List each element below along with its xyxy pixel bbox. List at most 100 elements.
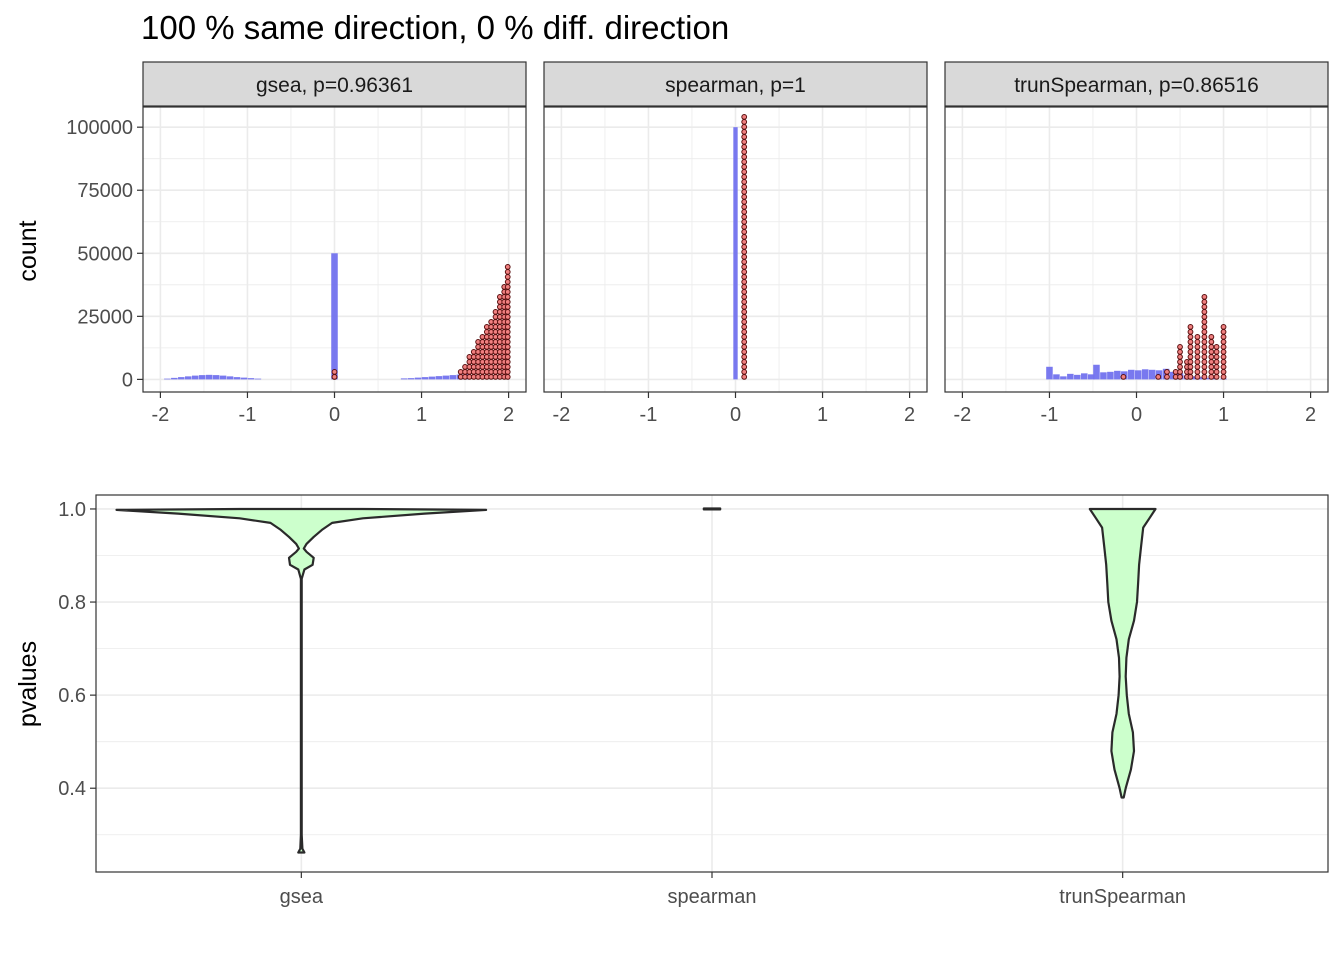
histogram-bar: [212, 375, 220, 380]
y-tick-label: 1.0: [58, 499, 86, 521]
data-point: [741, 258, 748, 265]
data-point: [741, 363, 748, 370]
data-point: [1208, 338, 1215, 345]
data-point: [1213, 368, 1220, 375]
data-point: [504, 278, 511, 285]
data-point: [1187, 338, 1194, 345]
data-point: [1187, 363, 1194, 370]
histogram-bar: [1204, 377, 1212, 380]
data-point: [741, 138, 748, 145]
y-tick-label: 25000: [77, 306, 133, 328]
data-point: [1220, 363, 1227, 370]
data-point: [741, 148, 748, 155]
data-point: [1187, 368, 1194, 375]
data-point: [741, 343, 748, 350]
histogram-bar: [178, 377, 185, 380]
dot-stack: [1177, 343, 1183, 380]
facet-panel: spearman, p=1 -2 -1 0 1 2: [543, 61, 928, 426]
data-point: [741, 188, 748, 195]
data-point: [1177, 348, 1183, 355]
data-point: [741, 273, 748, 280]
data-point: [1213, 343, 1220, 350]
data-point: [331, 368, 338, 375]
histogram-bar: [1074, 374, 1081, 380]
data-point: [1220, 348, 1227, 355]
data-point: [741, 278, 748, 285]
data-point: [504, 368, 511, 375]
histogram-bar: [171, 377, 178, 380]
data-point: [741, 233, 748, 240]
histogram-bar: [733, 127, 738, 380]
data-point: [1201, 353, 1208, 360]
y-tick-label: 0.8: [58, 592, 86, 614]
data-point: [741, 353, 748, 360]
data-point: [741, 303, 748, 310]
data-point: [1155, 373, 1162, 380]
top-ylabel: count: [14, 220, 42, 281]
data-point: [504, 353, 511, 360]
data-point: [741, 318, 748, 325]
data-point: [1164, 368, 1170, 375]
data-point: [1194, 343, 1201, 350]
histogram-bar: [1134, 370, 1142, 380]
histogram-bar: [1128, 369, 1135, 380]
facet-panel: gsea, p=0.96361 -2 -1 0 1 2 0 25000 50000 75000 10…: [66, 61, 527, 426]
y-tick-label: 50000: [77, 243, 133, 265]
data-point: [1194, 363, 1201, 370]
x-tick-label: -1: [1041, 404, 1059, 426]
violin-shape: [115, 507, 488, 854]
histogram-bar: [1060, 376, 1067, 380]
data-point: [741, 168, 748, 175]
violin-shape: [1088, 507, 1157, 799]
histogram-bar: [1169, 371, 1177, 380]
data-point: [741, 218, 748, 225]
histogram-facets: gsea, p=0.96361-2 -1 0 1 2025000500007500010…: [66, 61, 1329, 426]
data-point: [504, 318, 511, 325]
dot-stack: [462, 363, 468, 380]
data-point: [741, 328, 748, 335]
data-point: [741, 238, 748, 245]
data-point: [1201, 313, 1208, 320]
data-point: [504, 363, 511, 370]
histogram-bar: [247, 378, 255, 380]
data-point: [1177, 343, 1183, 350]
histogram-bar: [1087, 374, 1095, 380]
data-point: [741, 263, 748, 270]
data-point: [741, 358, 748, 365]
dot-stack: [331, 368, 338, 380]
data-point: [1187, 348, 1194, 355]
data-point: [1120, 373, 1127, 380]
data-point: [1208, 373, 1215, 380]
data-point: [741, 348, 748, 355]
data-point: [741, 193, 748, 200]
data-point: [741, 298, 748, 305]
bottom-ylabel: pvalues: [14, 641, 42, 727]
data-point: [741, 163, 748, 170]
dot-stack: [1208, 333, 1215, 380]
histogram-bar: [1053, 374, 1060, 380]
data-point: [1208, 343, 1215, 350]
histogram-bar: [414, 377, 422, 380]
histogram-bar: [1100, 372, 1107, 380]
histogram-bar: [1093, 364, 1100, 380]
data-point: [1213, 358, 1220, 365]
dot-stack: [1155, 373, 1162, 380]
histogram-bar: [226, 376, 234, 380]
data-point: [1187, 353, 1194, 360]
x-tick-label: -2: [152, 404, 170, 426]
y-tick-label: 0: [122, 369, 133, 391]
x-tick-label: -1: [239, 404, 257, 426]
data-point: [504, 338, 511, 345]
data-point: [741, 158, 748, 165]
data-point: [741, 248, 748, 255]
histogram-bar: [191, 375, 199, 380]
data-point: [1208, 358, 1215, 365]
facet-label: trunSpearman, p=0.86516: [1014, 74, 1259, 97]
x-tick-label: -2: [954, 404, 972, 426]
dot-stack: [475, 338, 482, 380]
data-point: [1220, 373, 1227, 380]
data-point: [741, 338, 748, 345]
histogram-bar: [184, 376, 192, 380]
data-point: [1201, 358, 1208, 365]
